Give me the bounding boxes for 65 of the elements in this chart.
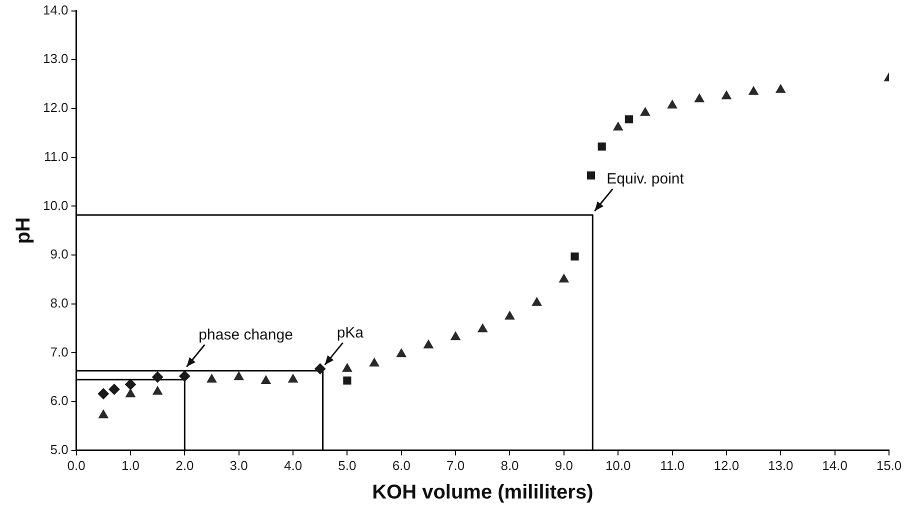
point (369, 358, 380, 366)
point (179, 370, 190, 382)
point (396, 348, 406, 358)
y-tick-label: 5.0 (50, 442, 68, 457)
point (152, 386, 162, 395)
x-tick-label: 11.0 (660, 458, 684, 473)
point (598, 142, 606, 151)
annotation: Equiv. point (606, 170, 685, 188)
y-tick-label: 10.0 (42, 198, 68, 213)
point (532, 297, 542, 306)
point (776, 84, 786, 93)
y-tick-label: 14.0 (42, 2, 68, 18)
x-tick-label: 12.0 (714, 458, 740, 473)
point (288, 374, 298, 383)
point (504, 311, 515, 320)
x-tick-label: 10.0 (605, 458, 631, 473)
point (206, 374, 217, 383)
x-tick-label: 2.0 (176, 458, 194, 473)
y-tick-label: 12.0 (42, 100, 68, 116)
point (342, 363, 352, 372)
point (152, 372, 164, 383)
y-tick-label: 13.0 (42, 51, 68, 66)
y-tick-label: 8.0 (50, 295, 68, 310)
x-tick-label: 9.0 (554, 458, 573, 473)
x-tick-label: 13.0 (768, 458, 794, 473)
point (586, 171, 596, 180)
x-tick-label: 3.0 (230, 458, 248, 473)
x-tick-label: 6.0 (392, 458, 410, 473)
point (640, 107, 650, 116)
x-tick-label: 7.0 (446, 458, 465, 473)
point (234, 372, 244, 380)
point (126, 388, 136, 398)
y-tick-label: 9.0 (50, 246, 68, 262)
point (98, 410, 108, 418)
point (314, 363, 326, 374)
point (108, 384, 120, 395)
x-tick-label: 8.0 (500, 458, 519, 473)
x-tick-label: 0.0 (67, 458, 86, 473)
point (624, 115, 633, 124)
x-tick-label: 5.0 (338, 458, 356, 473)
x-tick-label: 15.0 (876, 458, 902, 473)
y-tick-label: 7.0 (50, 344, 68, 360)
y-tick-label: 6.0 (50, 393, 68, 408)
x-tick-label: 14.0 (822, 458, 848, 473)
x-tick-label: 1.0 (121, 458, 140, 473)
y-tick-label: 11.0 (44, 148, 68, 164)
point (124, 378, 136, 390)
x-axis-title: KOH volume (mililiters) (372, 482, 594, 504)
annotation: pKa (336, 324, 364, 342)
point (667, 100, 678, 109)
point (478, 324, 488, 332)
point (722, 90, 732, 100)
point (98, 388, 109, 400)
point (748, 86, 758, 95)
point (424, 340, 434, 348)
point (450, 332, 460, 340)
point (613, 122, 623, 131)
point (559, 274, 569, 282)
y-axis-title: pH (12, 217, 35, 244)
x-tick-label: 4.0 (284, 458, 302, 473)
point (261, 376, 271, 384)
point (343, 376, 352, 385)
annotation: phase change (198, 326, 293, 344)
point (570, 252, 579, 261)
point (694, 94, 704, 102)
